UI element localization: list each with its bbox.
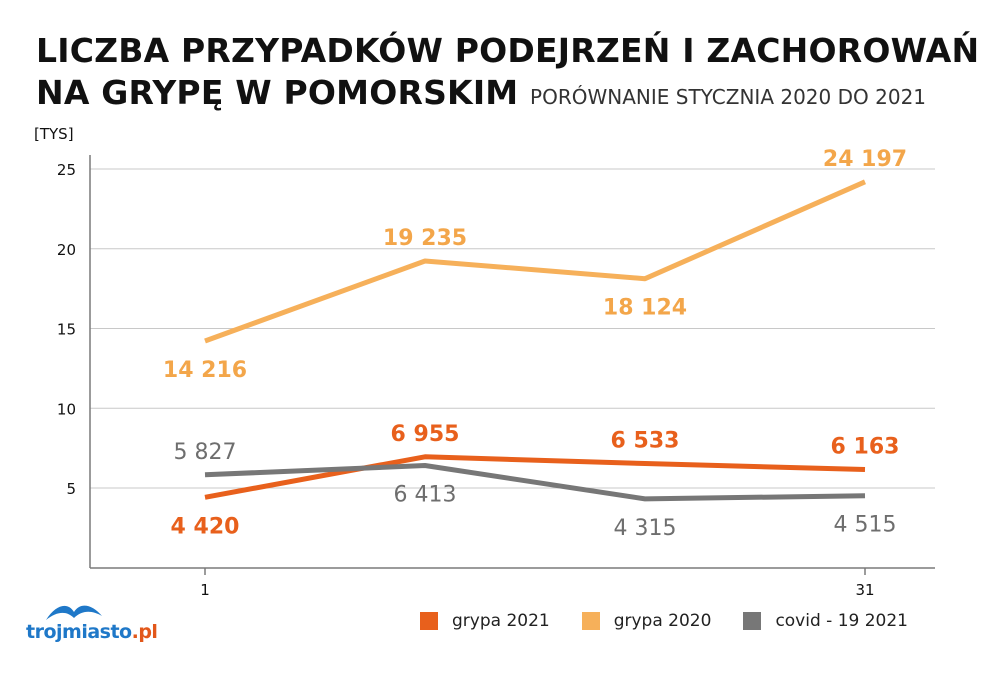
logo-text: trojmiasto.pl (26, 621, 158, 643)
y-tick-label-15: 15 (57, 321, 76, 339)
data-label-covid-19-2021-11: 6 413 (394, 482, 457, 507)
data-label-covid-19-2021-21: 4 315 (614, 516, 677, 541)
y-tick-label-20: 20 (57, 241, 76, 259)
data-label-covid-19-2021-31: 4 515 (834, 513, 897, 538)
data-label-grypa-2020-11: 19 235 (383, 226, 467, 251)
x-axis-ticks: 1 31 (200, 581, 874, 599)
y-tick-label-5: 5 (66, 480, 76, 498)
gridlines (90, 168, 935, 489)
logo-text-tld: .pl (131, 621, 158, 643)
data-label-grypa-2021-11: 6 955 (391, 422, 460, 447)
chart-title-line1: LICZBA PRZYPADKÓW PODEJRZEŃ I ZACHOROWAŃ (36, 31, 980, 70)
y-tick-label-10: 10 (57, 400, 76, 418)
x-tick-label-1: 1 (200, 581, 210, 599)
data-label-grypa-2020-21: 18 124 (603, 296, 687, 321)
legend-item-covid-19-2021: covid - 19 2021 (743, 611, 908, 631)
legend: grypa 2021 grypa 2020 covid - 19 2021 (420, 611, 908, 631)
logo-text-main: trojmiasto (26, 621, 132, 643)
legend-swatch-covid-19-2021 (743, 612, 762, 630)
y-tick-label-25: 25 (57, 161, 76, 179)
legend-label-grypa-2021: grypa 2021 (452, 611, 550, 631)
data-label-grypa-2020-31: 24 197 (823, 147, 907, 172)
legend-label-covid-19-2021: covid - 19 2021 (775, 611, 909, 631)
data-label-grypa-2021-21: 6 533 (611, 429, 680, 454)
legend-item-grypa-2021: grypa 2021 (420, 611, 550, 631)
trojmiasto-logo: trojmiasto.pl (26, 600, 158, 650)
y-unit-label: [TYS] (34, 125, 74, 143)
series-line-grypa-2020 (204, 179, 867, 344)
legend-label-grypa-2020: grypa 2020 (613, 611, 712, 631)
chart-title-line2: NA GRYPĘ W POMORSKIM (36, 73, 519, 112)
chart-title: LICZBA PRZYPADKÓW PODEJRZEŃ I ZACHOROWAŃ… (36, 30, 979, 118)
seagull-icon (46, 605, 102, 620)
axes (89, 155, 935, 575)
legend-item-grypa-2020: grypa 2020 (581, 611, 712, 631)
x-tick-label-31: 31 (855, 581, 874, 599)
data-label-covid-19-2021-1: 5 827 (174, 440, 237, 465)
series-lines (204, 179, 867, 502)
data-label-grypa-2021-31: 6 163 (831, 434, 900, 459)
series-line-covid-19-2021 (204, 463, 866, 502)
y-axis-ticks: 5 10 15 20 25 (57, 161, 76, 498)
legend-swatch-grypa-2020 (581, 612, 600, 630)
data-labels: 4 420 6 955 6 533 6 163 14 216 19 235 18 124 24… (163, 147, 907, 541)
data-label-grypa-2020-1: 14 216 (163, 358, 247, 383)
legend-swatch-grypa-2021 (420, 612, 438, 630)
data-label-grypa-2021-1: 4 420 (171, 514, 240, 539)
series-line-grypa-2021 (204, 454, 866, 500)
chart-subtitle: PORÓWNANIE STYCZNIA 2020 DO 2021 (530, 85, 927, 109)
